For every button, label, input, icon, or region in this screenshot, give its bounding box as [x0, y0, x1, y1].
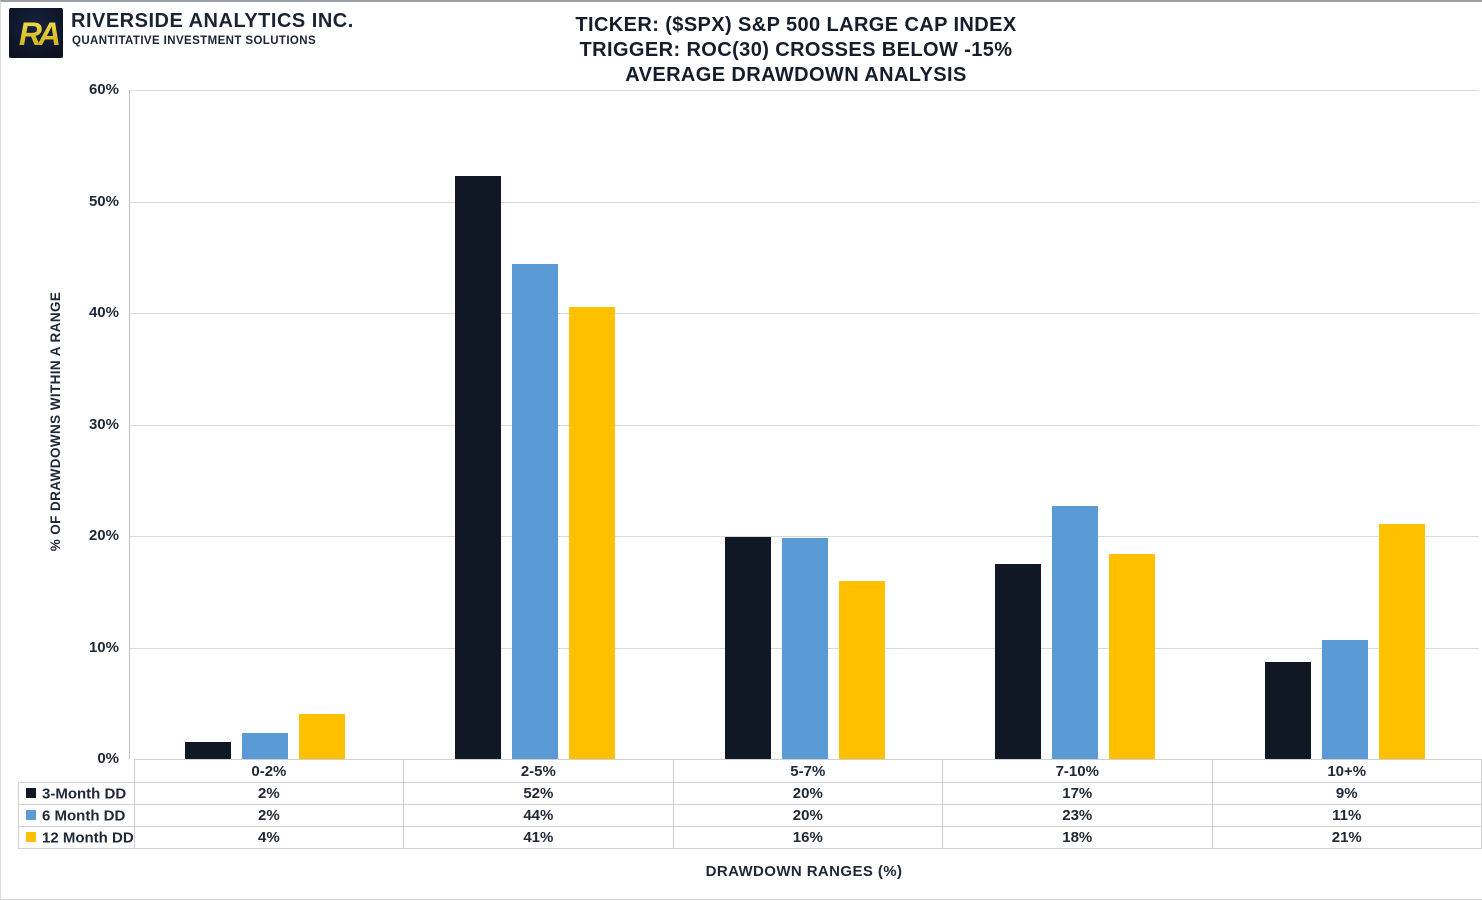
- category-header-5-7%: 5-7%: [672, 759, 944, 783]
- category-header-7-10%: 7-10%: [942, 759, 1213, 783]
- table-row-12-month-dd: 12 Month DD 4% 41% 16% 18% 21%: [18, 826, 1482, 849]
- legend-series-name: 12 Month DD: [42, 829, 134, 847]
- bar-3-month-dd-5-7%: [725, 537, 771, 759]
- y-axis-tick-label: 20%: [88, 527, 119, 544]
- table-row-6-month-dd: 6 Month DD 2% 44% 20% 23% 11%: [18, 804, 1482, 827]
- bar-6-month-dd-7-10%: [1052, 505, 1098, 759]
- y-axis-tick-label: 0%: [97, 750, 119, 767]
- legend-cell: 12 Month DD: [18, 826, 135, 849]
- legend-cell: 3-Month DD: [18, 782, 135, 805]
- gridline: [130, 201, 1479, 203]
- chart-title-line-3: AVERAGE DRAWDOWN ANALYSIS: [625, 64, 967, 86]
- category-header-0-2%: 0-2%: [133, 759, 405, 783]
- value-cell-6-month-dd-5-7%: 20%: [672, 804, 944, 827]
- x-axis-title: DRAWDOWN RANGES (%): [705, 863, 903, 880]
- y-axis-tick-label: 30%: [88, 415, 119, 433]
- bar-3-month-dd-0-2%: [185, 742, 231, 759]
- value-cell-3-month-dd-7-10%: 17%: [942, 782, 1213, 805]
- data-table: 0-2% 2-5% 5-7% 7-10% 10+% 3-Month DD 2% 52% 20% 1…: [18, 759, 1482, 849]
- value-cell-3-month-dd-0-2%: 2%: [133, 782, 405, 805]
- y-axis-tick-label: 40%: [88, 304, 119, 321]
- legend-series-name: 3-Month DD: [42, 785, 127, 803]
- table-header-row: 0-2% 2-5% 5-7% 7-10% 10+%: [19, 759, 1482, 783]
- logo-background: [9, 8, 63, 58]
- bar-6-month-dd-10+%: [1322, 639, 1368, 759]
- bar-3-month-dd-7-10%: [995, 563, 1041, 759]
- y-axis-tick-label: 50%: [88, 192, 119, 210]
- bar-12-month-dd-5-7%: [839, 580, 885, 759]
- value-cell-6-month-dd-2-5%: 44%: [403, 804, 674, 827]
- table-row-3-month-dd: 3-Month DD 2% 52% 20% 17% 9%: [18, 782, 1482, 805]
- value-cell-6-month-dd-10+%: 11%: [1211, 804, 1482, 827]
- value-cell-6-month-dd-7-10%: 23%: [942, 804, 1213, 827]
- legend-key-icon: [26, 831, 36, 842]
- gridline: [130, 536, 1479, 537]
- value-cell-3-month-dd-2-5%: 52%: [403, 782, 674, 805]
- table-corner-cell: [19, 760, 135, 783]
- y-axis-tick-label: 10%: [88, 638, 119, 656]
- bar-12-month-dd-0-2%: [299, 714, 345, 759]
- chart-title-line-2: TRIGGER: ROC(30) CROSSES BELOW -15%: [579, 39, 1013, 61]
- bar-12-month-dd-10+%: [1379, 523, 1425, 759]
- y-axis-tick-label: 60%: [88, 81, 119, 98]
- plot-area: [129, 90, 1479, 759]
- company-tagline: QUANTITATIVE INVESTMENT SOLUTIONS: [72, 35, 317, 47]
- value-cell-6-month-dd-0-2%: 2%: [133, 804, 405, 827]
- gridline: [130, 424, 1479, 426]
- bar-group-5-7%: [670, 90, 940, 759]
- value-cell-12-month-dd-0-2%: 4%: [133, 826, 405, 849]
- legend-key-icon: [26, 787, 36, 798]
- company-name: RIVERSIDE ANALYTICS INC.: [71, 10, 354, 32]
- legend-series-name: 6 Month DD: [42, 807, 126, 825]
- value-cell-3-month-dd-10+%: 9%: [1211, 782, 1482, 805]
- gridline: [130, 90, 1479, 91]
- bar-6-month-dd-0-2%: [242, 733, 288, 759]
- bar-12-month-dd-7-10%: [1109, 553, 1155, 759]
- gridline: [130, 313, 1479, 314]
- value-cell-12-month-dd-5-7%: 16%: [672, 826, 944, 849]
- value-cell-12-month-dd-2-5%: 41%: [403, 826, 674, 849]
- value-cell-12-month-dd-7-10%: 18%: [942, 826, 1213, 849]
- bar-group-7-10%: [940, 90, 1210, 759]
- bar-6-month-dd-2-5%: [512, 263, 558, 759]
- bar-3-month-dd-2-5%: [455, 175, 501, 759]
- bar-6-month-dd-5-7%: [782, 538, 828, 759]
- company-logo: RA: [9, 8, 63, 58]
- category-header-2-5%: 2-5%: [403, 759, 674, 783]
- legend-cell: 6 Month DD: [18, 804, 135, 827]
- bar-group-2-5%: [400, 90, 670, 759]
- value-cell-12-month-dd-10+%: 21%: [1211, 826, 1482, 849]
- bar-3-month-dd-10+%: [1265, 662, 1311, 759]
- bar-group-10+%: [1210, 90, 1480, 759]
- chart-title: TICKER: ($SPX) S&P 500 LARGE CAP INDEX T…: [113, 13, 1479, 88]
- logo-letters: RA: [19, 16, 59, 52]
- category-header-10+%: 10+%: [1211, 759, 1482, 783]
- chart-title-line-1: TICKER: ($SPX) S&P 500 LARGE CAP INDEX: [575, 14, 1017, 36]
- value-cell-3-month-dd-5-7%: 20%: [672, 782, 944, 805]
- bar-12-month-dd-2-5%: [569, 307, 615, 759]
- bar-group-0-2%: [130, 90, 400, 759]
- legend-key-icon: [26, 809, 36, 820]
